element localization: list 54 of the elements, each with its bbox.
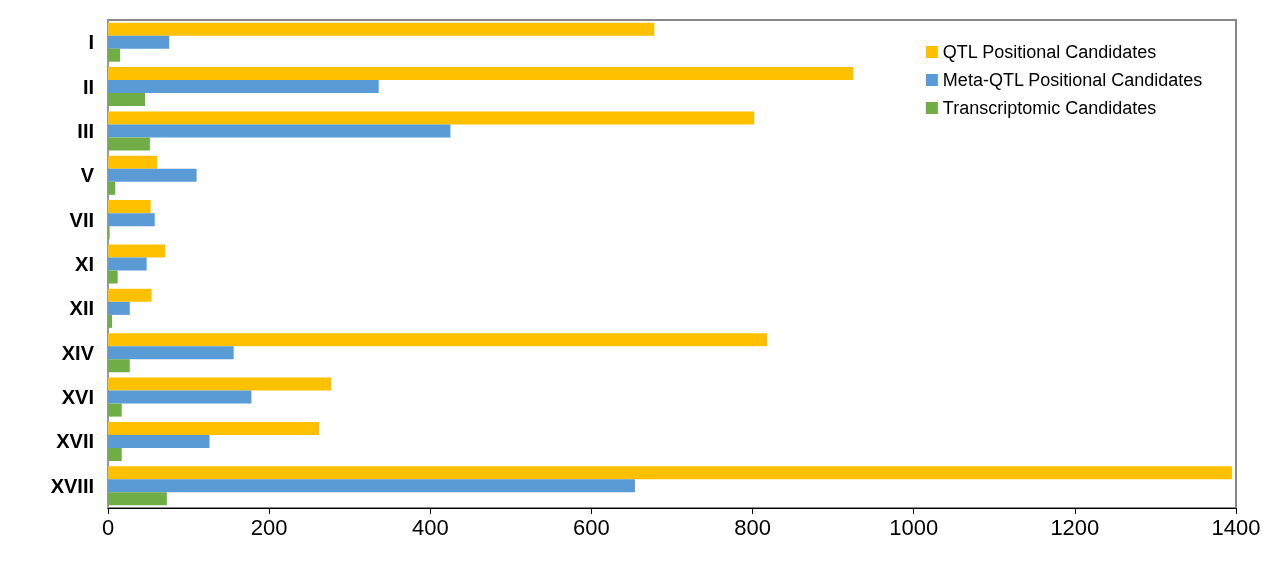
bar [108, 67, 854, 81]
x-tick-label: 1000 [889, 514, 939, 540]
y-tick-label: II [82, 75, 94, 98]
bar [108, 244, 166, 258]
bar [108, 137, 150, 151]
bar [108, 48, 121, 62]
y-tick-label: V [80, 164, 95, 187]
bar [108, 168, 197, 182]
bar [108, 314, 113, 328]
bar [108, 492, 167, 506]
legend-label: Meta-QTL Positional Candidates [942, 70, 1203, 90]
bar [108, 80, 379, 94]
y-tick-label: XVIII [50, 474, 94, 497]
y-tick-label: XVII [56, 430, 94, 453]
y-tick-label: III [77, 119, 94, 142]
bar [108, 213, 155, 227]
bar [108, 403, 122, 417]
bar [108, 181, 116, 195]
x-tick-label: 400 [411, 514, 449, 540]
bar [108, 257, 147, 271]
bar [108, 124, 451, 138]
bar [108, 93, 146, 107]
y-tick-label: XII [69, 297, 94, 320]
bar [108, 333, 768, 347]
bar [108, 346, 234, 360]
bar [108, 111, 755, 125]
bar [108, 270, 118, 284]
bar [108, 479, 635, 493]
bar [108, 155, 158, 169]
bar [108, 200, 151, 214]
x-tick-label: 0 [101, 514, 115, 540]
legend-label: Transcriptomic Candidates [942, 98, 1157, 118]
bar [108, 359, 130, 373]
bar [108, 390, 252, 404]
x-tick-label: 800 [734, 514, 771, 540]
y-tick-label: I [88, 31, 94, 54]
y-tick-label: XI [75, 253, 94, 275]
bar [108, 22, 655, 36]
legend-label: QTL Positional Candidates [942, 42, 1157, 62]
bar [108, 447, 122, 461]
y-tick-label: VII [69, 208, 94, 231]
bar [108, 35, 170, 49]
x-tick-label: 600 [573, 514, 610, 540]
bar [108, 466, 1232, 480]
bar [108, 288, 152, 302]
bar [108, 377, 332, 391]
x-tick-label: 1400 [1211, 514, 1261, 540]
bar [108, 421, 320, 435]
bar [108, 434, 210, 448]
y-tick-label: XVI [61, 386, 94, 409]
x-tick-label: 200 [250, 514, 288, 540]
bar [108, 301, 130, 315]
y-tick-label: XIV [61, 341, 95, 364]
x-tick-label: 1200 [1050, 514, 1100, 540]
